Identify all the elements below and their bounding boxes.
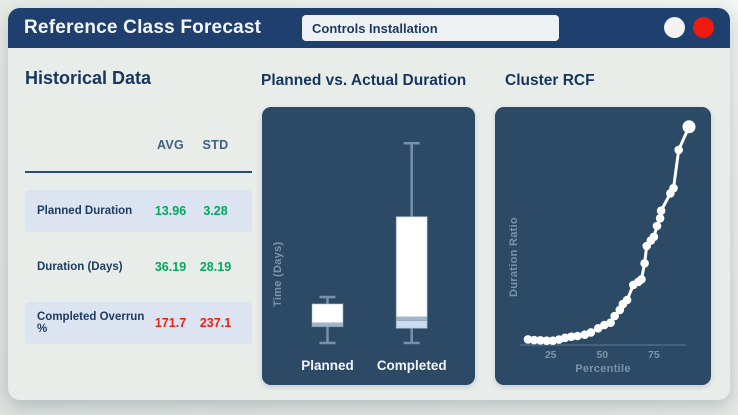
row-label: Completed Overrun % <box>37 311 145 335</box>
row-avg-value: 171.7 <box>154 316 187 330</box>
scatter-point <box>652 221 662 231</box>
box-lower-rect <box>396 320 428 329</box>
row-label: Planned Duration <box>37 205 133 217</box>
scatter-point <box>656 206 666 215</box>
scatter-point <box>606 318 615 327</box>
row-avg-value: 13.96 <box>154 204 187 218</box>
dashboard-body: Historical Data AVG STD Planned Duration… <box>8 48 730 400</box>
x-tick-label: 25 <box>545 349 557 361</box>
row-std-value: 28.19 <box>199 260 232 274</box>
scatter-point <box>586 328 596 337</box>
table-row[interactable]: Planned Duration 13.96 3.28 <box>25 190 252 232</box>
box-category-label: Planned <box>301 358 354 373</box>
scatter-point <box>669 183 678 193</box>
scatter-point <box>536 336 545 345</box>
scatter-chart[interactable]: Duration Ratio Percentile 25 50 75 <box>495 107 711 385</box>
historical-data-title: Historical Data <box>25 68 152 88</box>
scatter-point <box>529 335 539 345</box>
scatter-point <box>542 336 551 345</box>
window-minimize-button[interactable] <box>664 16 685 38</box>
box-outline <box>311 303 344 328</box>
scatter-point <box>567 332 576 341</box>
box-median-line <box>396 316 428 321</box>
column-header-std: STD <box>202 138 229 152</box>
app-window: Reference Class Forecast Historical Data… <box>8 8 730 400</box>
x-tick-label: 75 <box>648 349 660 361</box>
x-tick-label: 50 <box>596 349 608 361</box>
row-std-value: 237.1 <box>199 316 232 330</box>
scatter-point <box>610 311 619 321</box>
table-column-headers: AVG STD <box>25 138 252 152</box>
scatter-point <box>649 232 659 242</box>
scatter-x-axis-label: Percentile <box>575 363 631 375</box>
scatter-svg: 25 50 75 <box>520 120 696 361</box>
window-close-button[interactable] <box>693 16 714 38</box>
boxplot-chart[interactable]: Time (Days) Planned Completed <box>262 107 475 385</box>
historical-data-table: Planned Duration 13.96 3.28 Duration (Days)… <box>25 190 252 344</box>
app-title: Reference Class Forecast <box>24 17 262 38</box>
scatter-point <box>674 145 683 155</box>
box-category-label: Completed <box>377 358 447 373</box>
scatter-point <box>573 331 582 341</box>
window-controls <box>664 16 714 38</box>
box-upper-rect <box>396 216 428 317</box>
box-outline <box>395 216 428 329</box>
table-divider <box>25 171 252 173</box>
table-row[interactable]: Duration (Days) 36.19 28.19 <box>25 246 252 288</box>
box-median-line <box>312 322 343 327</box>
scatter-point <box>637 275 646 284</box>
scatter-point <box>622 295 632 305</box>
app-header: Reference Class Forecast <box>8 8 730 48</box>
box-upper-rect <box>312 303 343 323</box>
scatter-panel-title: Cluster RCF <box>505 72 595 89</box>
boxplot-panel-title: Planned vs. Actual Duration <box>261 72 467 89</box>
scatter-point <box>682 120 696 134</box>
row-std-value: 3.28 <box>203 204 228 218</box>
boxplot-svg: Planned Completed <box>301 141 447 373</box>
row-label: Duration (Days) <box>37 261 123 273</box>
scatter-point <box>655 214 665 223</box>
scatter-line <box>526 125 691 343</box>
reference-class-input[interactable] <box>302 15 559 41</box>
row-avg-value: 36.19 <box>154 260 187 274</box>
scatter-point <box>640 259 649 268</box>
scatter-point <box>523 335 533 344</box>
table-row[interactable]: Completed Overrun % 171.7 237.1 <box>25 302 252 344</box>
column-header-avg: AVG <box>156 138 185 152</box>
